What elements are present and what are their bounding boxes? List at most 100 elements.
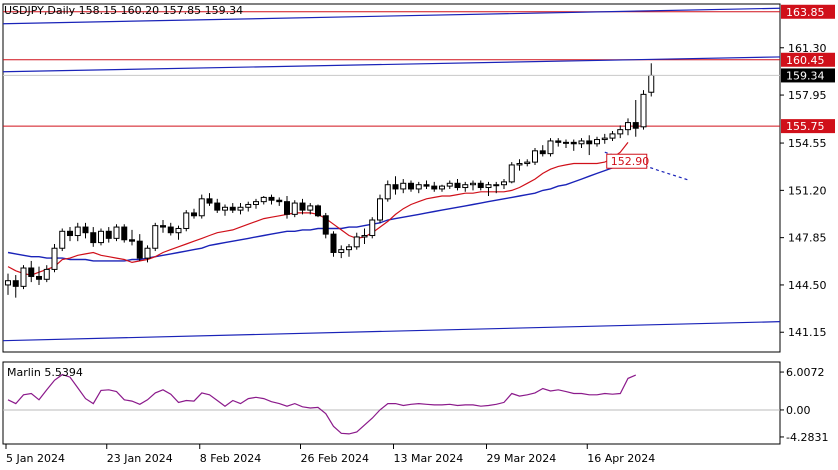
candle-body xyxy=(586,140,593,145)
y-tick-label: 144.50 xyxy=(788,279,827,292)
candle-body xyxy=(43,268,50,280)
candle-body xyxy=(129,239,135,242)
candle-body xyxy=(222,206,228,211)
candle-body xyxy=(632,122,639,129)
y-tick-label: 141.15 xyxy=(788,326,827,339)
candle-body xyxy=(501,181,507,186)
level-price-tag xyxy=(781,52,835,67)
candle-body xyxy=(90,232,97,244)
candle-body xyxy=(353,236,360,248)
level-price-label: 155.75 xyxy=(786,120,825,133)
candle-body xyxy=(346,246,352,251)
slow-moving-average-line xyxy=(7,160,629,262)
channel-line xyxy=(2,7,781,25)
forecast-label: 152.90 xyxy=(611,155,650,168)
candle-body xyxy=(59,230,66,249)
candle-body xyxy=(369,219,376,237)
candle-body xyxy=(299,202,306,211)
candle-body xyxy=(284,201,290,215)
candle-body xyxy=(609,133,616,139)
candle-body xyxy=(361,235,368,238)
candle-body xyxy=(229,206,236,211)
x-tick-label: 16 Apr 2024 xyxy=(587,452,655,465)
candle-body xyxy=(392,184,399,190)
candle-body xyxy=(493,184,500,187)
y-tick-label: 157.95 xyxy=(788,89,827,102)
level-price-tag xyxy=(781,119,835,134)
candle-body xyxy=(74,226,81,237)
candle-body xyxy=(183,212,190,229)
candle-body xyxy=(431,185,438,190)
candle-body xyxy=(377,198,383,221)
candle-body xyxy=(198,198,205,217)
candle-body xyxy=(555,140,562,143)
candle-body xyxy=(617,129,624,135)
current-price-label: 159.34 xyxy=(786,69,825,82)
level-price-label: 160.45 xyxy=(786,54,825,67)
candle-body xyxy=(462,184,469,189)
candle-body xyxy=(625,122,631,131)
candle-body xyxy=(423,184,430,187)
candle-body xyxy=(237,206,244,211)
y-tick-label: 151.20 xyxy=(788,184,827,197)
current-price-tag xyxy=(781,68,835,83)
candle-body xyxy=(400,182,407,190)
candle-body xyxy=(594,139,600,145)
candle-body xyxy=(338,249,345,253)
candle-body xyxy=(439,185,445,190)
candle-body xyxy=(648,74,655,93)
candle-body xyxy=(191,212,197,217)
candle-body xyxy=(98,230,104,244)
candle-body xyxy=(547,140,554,155)
candle-body xyxy=(384,184,391,200)
candle-body xyxy=(454,182,461,189)
candle-body xyxy=(12,280,19,287)
candle-body xyxy=(82,226,89,234)
candle-body xyxy=(307,205,314,211)
x-tick-label: 23 Jan 2024 xyxy=(107,452,173,465)
candle-body xyxy=(516,163,523,166)
candle-body xyxy=(51,247,58,270)
candle-body xyxy=(539,150,546,155)
main-pane-frame xyxy=(2,3,781,353)
candle-body xyxy=(5,280,11,286)
indicator-pane-frame xyxy=(2,361,781,445)
x-tick-label: 8 Feb 2024 xyxy=(200,452,261,465)
candle-body xyxy=(485,184,492,189)
candle-body xyxy=(105,230,112,239)
candle-body xyxy=(470,182,476,186)
y-tick-label: 161.30 xyxy=(788,42,827,55)
candle-body xyxy=(20,267,27,287)
candle-body xyxy=(570,141,577,145)
candle-body xyxy=(477,182,484,189)
candle-body xyxy=(276,199,283,203)
level-price-tag xyxy=(781,4,835,19)
forecast-label-box xyxy=(606,153,648,169)
candle-body xyxy=(330,233,337,253)
level-price-label: 163.85 xyxy=(786,6,825,19)
x-tick-label: 13 Mar 2024 xyxy=(394,452,464,465)
candle-body xyxy=(113,226,120,239)
indicator-y-tick-label: 0.00 xyxy=(786,404,811,417)
candle-body xyxy=(167,226,174,234)
candle-body xyxy=(214,202,221,211)
candle-body xyxy=(121,226,128,241)
y-tick-label: 154.55 xyxy=(788,137,827,150)
candle-body xyxy=(640,93,647,128)
x-tick-label: 5 Jan 2024 xyxy=(6,452,65,465)
candle-body xyxy=(578,140,585,145)
candle-body xyxy=(28,267,35,277)
candle-body xyxy=(260,196,267,203)
candle-body xyxy=(144,247,151,259)
candle-body xyxy=(67,230,73,237)
indicator-label: Marlin 5.5394 xyxy=(7,366,83,379)
candle-body xyxy=(446,182,453,187)
candle-body xyxy=(152,225,159,249)
candle-body xyxy=(408,182,414,190)
candle-body xyxy=(175,227,182,234)
candle-body xyxy=(563,141,569,144)
candle-body xyxy=(160,225,166,228)
candle-body xyxy=(315,205,321,217)
marlin-indicator-line xyxy=(7,373,637,435)
